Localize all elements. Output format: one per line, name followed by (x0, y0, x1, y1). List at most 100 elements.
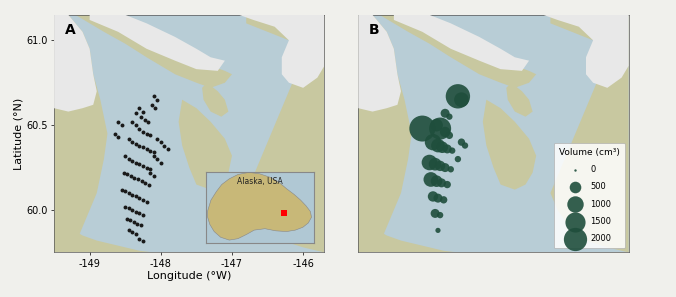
Polygon shape (358, 15, 401, 112)
Point (444, 133, 455, 138)
Point (143, 182, 154, 187)
Point (130, 209, 141, 214)
Point (134, 143, 145, 148)
Point (109, 131, 120, 136)
Point (134, 126, 145, 131)
Point (152, 157, 163, 162)
Point (138, 238, 149, 243)
Polygon shape (54, 15, 107, 252)
Point (122, 172, 132, 177)
Point (141, 199, 152, 204)
Point (124, 206, 135, 211)
Point (124, 191, 135, 195)
Point (127, 230, 138, 234)
Point (132, 177, 143, 182)
Point (138, 129, 149, 134)
Polygon shape (54, 15, 97, 112)
Point (148, 174, 159, 178)
Polygon shape (239, 15, 324, 88)
Polygon shape (246, 15, 324, 252)
Point (127, 119, 138, 124)
X-axis label: Longitude (°W): Longitude (°W) (147, 271, 231, 282)
Point (120, 189, 130, 194)
Point (125, 218, 136, 222)
Polygon shape (483, 100, 536, 190)
Point (113, 135, 124, 139)
Point (127, 158, 138, 163)
Polygon shape (394, 15, 529, 71)
Point (456, 97, 467, 102)
Point (442, 182, 453, 187)
Polygon shape (202, 83, 228, 117)
Point (145, 133, 155, 138)
Point (430, 162, 441, 167)
Point (134, 211, 145, 216)
Point (417, 126, 428, 131)
Point (435, 126, 445, 131)
Y-axis label: Latitude (°N): Latitude (°N) (14, 97, 24, 170)
Point (152, 136, 163, 141)
Point (138, 109, 149, 114)
Point (431, 179, 442, 184)
Point (135, 114, 146, 119)
Polygon shape (550, 15, 629, 252)
Text: B: B (369, 23, 380, 37)
Point (437, 145, 448, 150)
Point (425, 177, 436, 182)
Point (442, 146, 453, 151)
Point (124, 136, 135, 141)
Point (130, 194, 141, 199)
Polygon shape (506, 83, 533, 117)
Polygon shape (54, 224, 153, 252)
Polygon shape (90, 15, 225, 71)
Point (138, 198, 149, 202)
Point (134, 236, 145, 241)
Polygon shape (358, 224, 458, 252)
Point (130, 123, 141, 127)
Point (116, 187, 127, 192)
Polygon shape (178, 100, 232, 190)
Point (128, 219, 139, 224)
Point (120, 153, 130, 158)
Point (124, 228, 135, 233)
Point (439, 165, 450, 170)
Point (452, 157, 463, 162)
Point (435, 164, 445, 168)
Point (428, 140, 439, 145)
Point (428, 194, 439, 199)
Point (155, 140, 166, 145)
Point (127, 208, 138, 212)
Point (148, 150, 159, 155)
Point (116, 123, 127, 127)
Point (152, 97, 163, 102)
Point (435, 213, 445, 217)
Point (439, 129, 450, 134)
Point (134, 106, 145, 110)
Point (162, 146, 173, 151)
Point (141, 146, 152, 151)
Point (145, 170, 155, 175)
Polygon shape (544, 15, 629, 88)
Point (140, 181, 151, 185)
Point (159, 143, 170, 148)
Point (127, 192, 138, 197)
Point (113, 119, 124, 124)
Point (433, 143, 443, 148)
Point (148, 153, 159, 158)
Point (447, 148, 458, 153)
Point (436, 181, 447, 185)
Legend: 0, 500, 1000, 1500, 2000: 0, 500, 1000, 1500, 2000 (554, 143, 625, 248)
Point (148, 94, 159, 99)
Point (130, 111, 141, 116)
Point (452, 94, 463, 99)
Point (129, 176, 140, 180)
Point (147, 102, 158, 107)
Point (433, 196, 443, 200)
Point (136, 179, 147, 184)
Point (121, 216, 132, 221)
Point (424, 160, 435, 165)
Point (127, 140, 138, 145)
Polygon shape (358, 15, 412, 252)
Polygon shape (380, 15, 536, 88)
Point (141, 131, 152, 136)
